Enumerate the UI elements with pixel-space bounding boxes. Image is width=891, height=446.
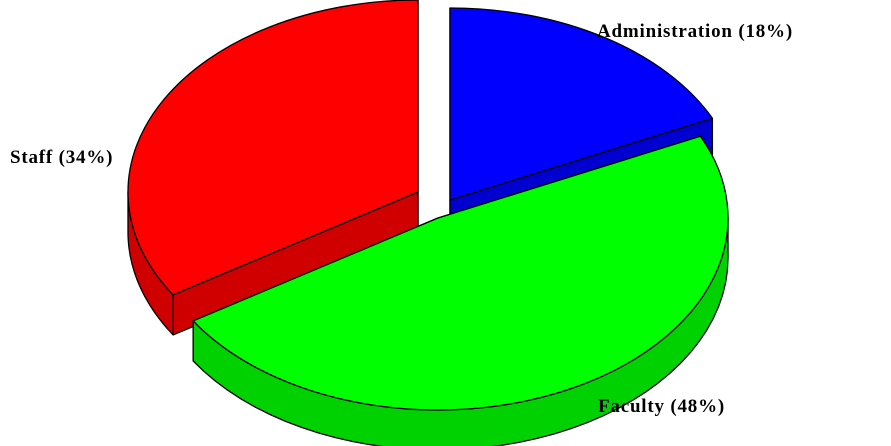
slice-staff xyxy=(127,0,419,296)
slice-label-faculty: Faculty (48%) xyxy=(598,396,725,417)
slice-label-administration: Administration (18%) xyxy=(597,21,793,42)
slice-administration xyxy=(449,7,714,201)
pie-slices xyxy=(127,0,729,446)
slice-label-staff: Staff (34%) xyxy=(10,147,113,168)
slice-faculty xyxy=(192,135,729,411)
